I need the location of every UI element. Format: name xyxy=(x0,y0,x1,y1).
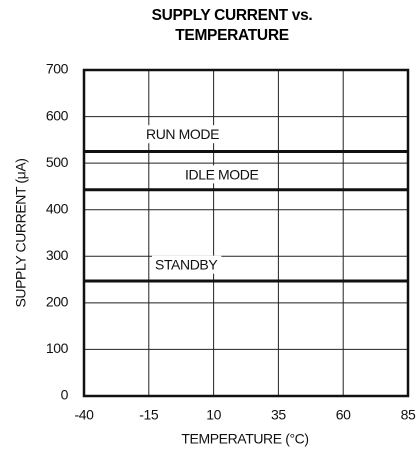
y-axis-label: SUPPLY CURRENT (μA) xyxy=(13,158,29,307)
y-tick-label: 0 xyxy=(61,387,69,403)
series-label: STANDBY xyxy=(155,257,218,273)
plot-frame xyxy=(82,68,410,398)
y-tick-label: 700 xyxy=(46,61,69,77)
y-tick-label: 600 xyxy=(46,107,69,123)
x-axis-label: TEMPERATURE (°C) xyxy=(181,431,308,447)
x-tick-label: 85 xyxy=(401,407,416,423)
y-tick-label: 500 xyxy=(46,154,69,170)
series-label-bg xyxy=(143,125,223,144)
x-tick-label: -40 xyxy=(74,407,94,423)
chart-title: SUPPLY CURRENT vs. TEMPERATURE xyxy=(151,7,313,44)
y-tick-label: 300 xyxy=(46,247,69,263)
y-tick-label: 200 xyxy=(46,294,69,310)
x-tick-label: 60 xyxy=(336,407,351,423)
y-tick-label: 100 xyxy=(46,340,69,356)
x-tick-label: -15 xyxy=(139,407,159,423)
y-tick-label: 400 xyxy=(46,200,69,216)
series-label-bg xyxy=(152,255,222,274)
series-label: IDLE MODE xyxy=(185,166,258,182)
x-tick-label: 10 xyxy=(206,407,221,423)
x-tick-label: 35 xyxy=(271,407,286,423)
series-label: RUN MODE xyxy=(146,126,219,142)
series-label-bg xyxy=(182,165,262,184)
